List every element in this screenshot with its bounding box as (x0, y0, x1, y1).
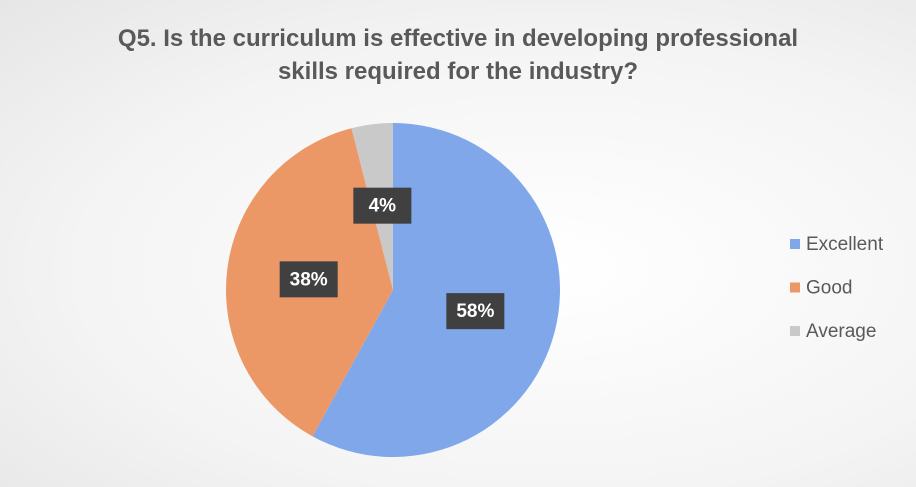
data-label-box (446, 293, 505, 330)
data-label: 58% (456, 301, 494, 322)
data-label: 4% (369, 196, 397, 217)
legend-swatch (790, 282, 800, 293)
legend-label: Good (806, 278, 852, 299)
legend-swatch (790, 326, 800, 336)
data-label: 38% (290, 269, 328, 290)
pie-slice (312, 123, 561, 458)
legend-label: Average (806, 321, 876, 342)
chart-title: Q5. Is the curriculum is effective in de… (117, 25, 799, 85)
data-label-box (353, 187, 412, 224)
legend-label: Excellent (806, 234, 884, 255)
legend-swatch (790, 239, 800, 249)
data-label-box (279, 261, 338, 298)
